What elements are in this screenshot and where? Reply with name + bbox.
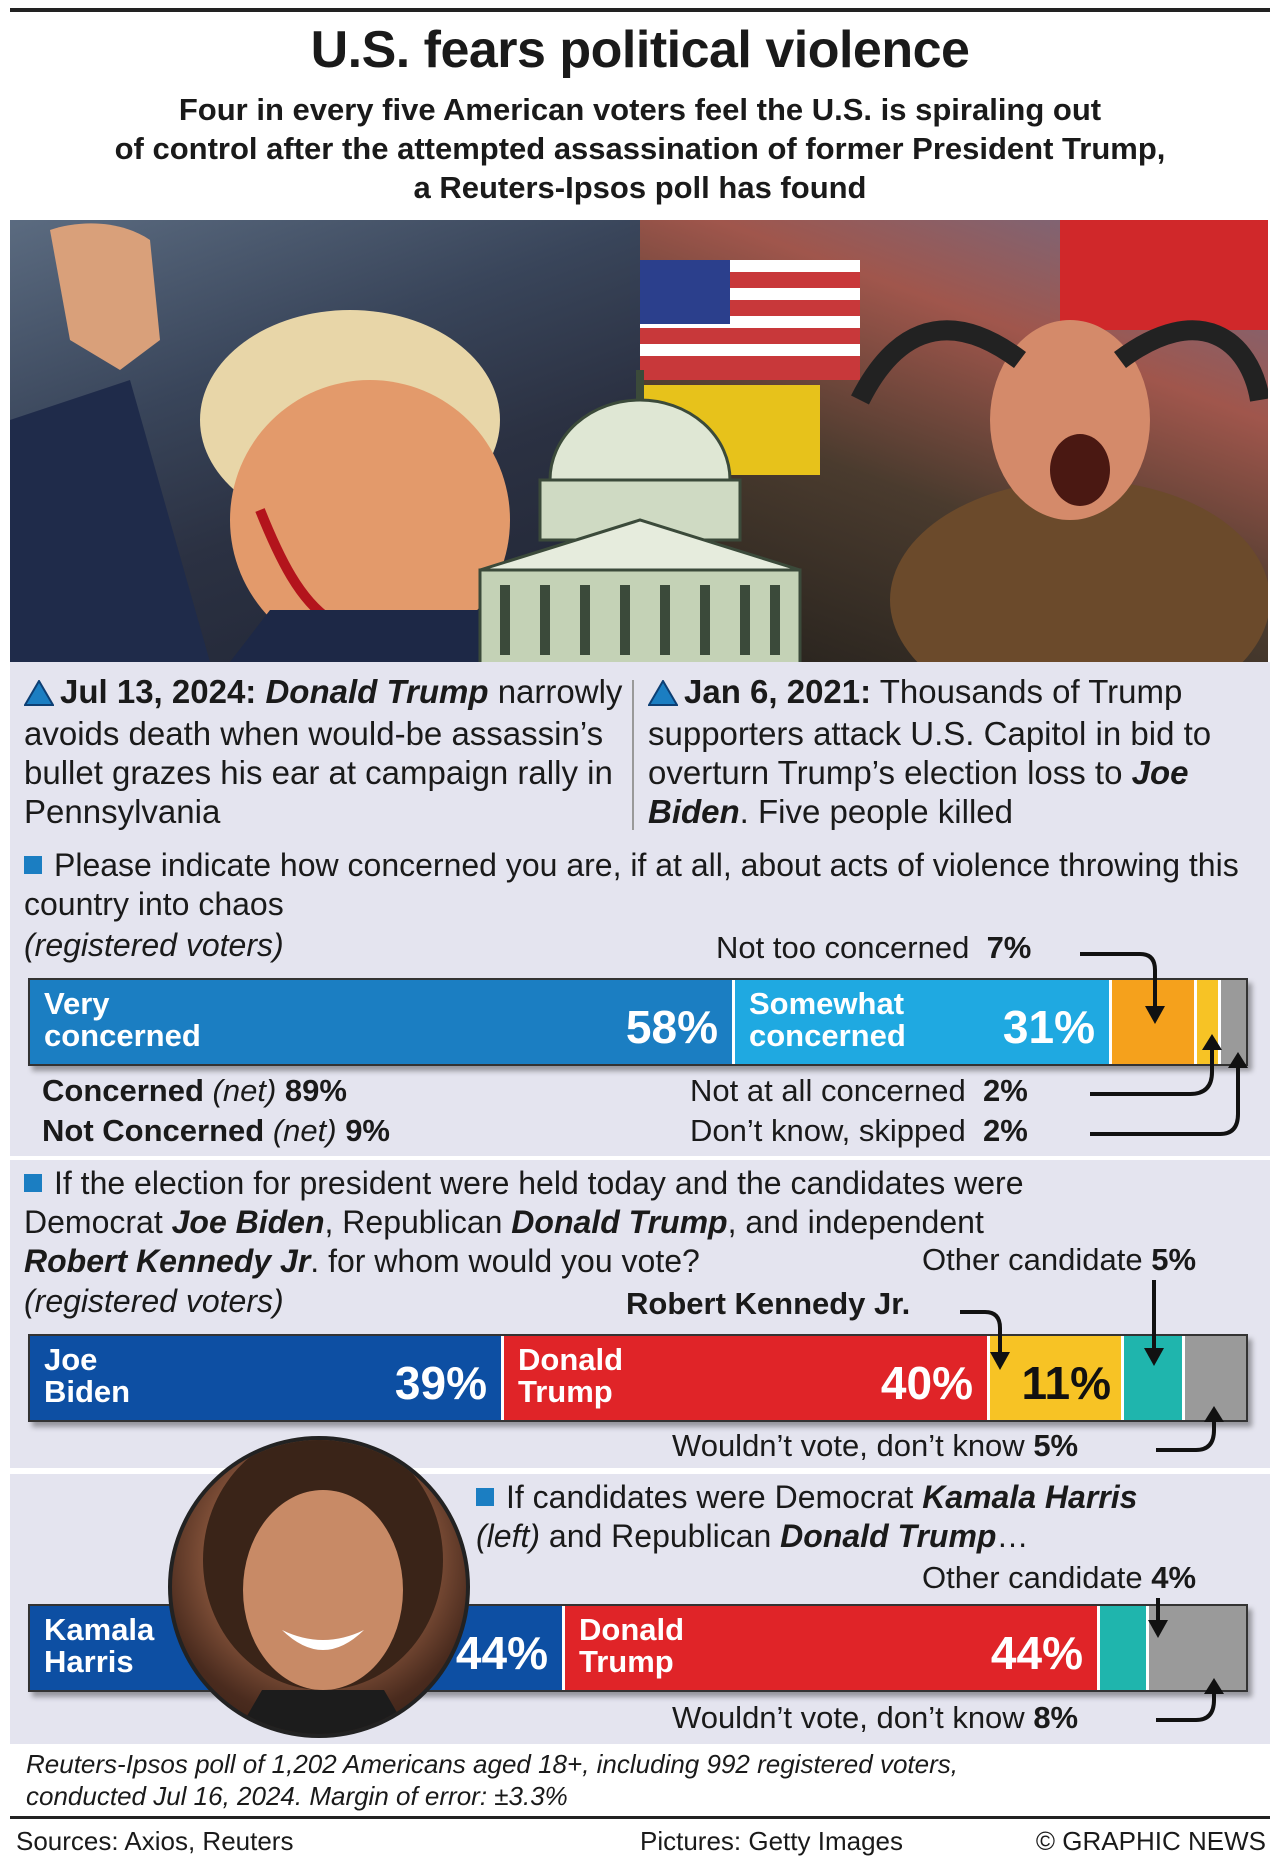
q1-very-pct: 58% [625, 1001, 718, 1053]
q3-other-label: Other candidate 4% [922, 1560, 1197, 1595]
q2-segment-wouldnt-vote [1185, 1336, 1246, 1420]
leader-rfk [960, 1310, 1002, 1355]
subtitle-line-1: Four in every five American voters feel … [178, 92, 1102, 127]
q2-trump-pct: 40% [880, 1357, 973, 1409]
subtitle-line-3: a Reuters-Ipsos poll has found [413, 170, 867, 205]
q3-trump-pct: 44% [990, 1627, 1083, 1679]
q2-segment-trump: Donald Trump 40% [504, 1336, 990, 1420]
capitol-riot-photo [640, 220, 1268, 662]
square-bullet-icon [24, 1174, 42, 1192]
poll-methodology-note: Reuters-Ipsos poll of 1,202 Americans ag… [26, 1749, 958, 1811]
arrow-up-icon [1202, 1034, 1222, 1050]
trump-rally-photo [10, 220, 640, 662]
leader-wouldnt [1156, 1418, 1216, 1452]
caption-right-tail: . Five people killed [739, 793, 1013, 830]
page-subtitle: Four in every five American voters feel … [20, 90, 1260, 207]
footer-sources: Sources: Axios, Reuters [16, 1826, 294, 1856]
caption-right-text: Thousands of Trump supporters attack U.S… [648, 673, 1212, 791]
capitol-dome-icon [460, 370, 820, 668]
caption-left-date: Jul 13, 2024: [60, 673, 257, 710]
caption-left-name: Donald Trump [265, 673, 489, 710]
q3-harris-pct: 44% [455, 1627, 548, 1679]
q2-question: If the election for president were held … [24, 1165, 1024, 1279]
caption-divider [632, 680, 634, 830]
smile [282, 1630, 364, 1650]
q2-other-label: Other candidate 5% [922, 1242, 1197, 1277]
q2-wouldnt-label: Wouldn’t vote, don’t know 5% [672, 1428, 1079, 1463]
q3-wouldnt-label: Wouldn’t vote, don’t know 8% [672, 1700, 1079, 1735]
q2-segment-biden: Joe Biden 39% [30, 1336, 504, 1420]
leader-not-at-all [1090, 1046, 1214, 1096]
q3-question: If candidates were Democrat Kamala Harri… [476, 1479, 1138, 1554]
q1-dont-know-label: Don’t know, skipped 2% [690, 1113, 1028, 1148]
q1-not-too-label: Not too concerned 7% [716, 930, 1032, 965]
subtitle-line-2: of control after the attempted assassina… [114, 131, 1166, 166]
q1-bar: Very concerned 58% Somewhat concerned 31% [28, 978, 1248, 1066]
capitol-riot-illustration [640, 220, 1268, 662]
q1-some-pct: 31% [1002, 1001, 1095, 1053]
arrow-down-icon [990, 1352, 1010, 1370]
arrow-up-icon [1204, 1678, 1224, 1694]
caption-capitol-riot: Jan 6, 2021: Thousands of Trump supporte… [647, 672, 1268, 831]
raised-fist [50, 223, 160, 370]
caption-right-name: Joe Biden [648, 754, 1189, 830]
top-rule [10, 8, 1270, 12]
suit-sleeve [10, 380, 210, 662]
q1-net-concerned: Concerned (net) 89% [42, 1073, 347, 1108]
q1-not-at-all-label: Not at all concerned 2% [690, 1073, 1028, 1108]
horn-left [851, 320, 1026, 405]
kamala-harris-portrait [168, 1436, 470, 1738]
q1-net-not-concerned: Not Concerned (net) 9% [42, 1113, 390, 1148]
arrow-down-icon [1148, 1620, 1168, 1638]
caption-right-date: Jan 6, 2021: [684, 673, 872, 710]
q2-note: (registered voters) [24, 1283, 284, 1319]
horn-right [1114, 320, 1268, 402]
arrow-down-icon [1144, 1348, 1164, 1366]
arrow-up-icon [1204, 1406, 1224, 1422]
q3-segment-other [1100, 1606, 1149, 1690]
footer-credit: © GRAPHIC NEWS [1035, 1826, 1266, 1856]
harris-illustration [203, 1440, 443, 1734]
q1-segment-somewhat-concerned: Somewhat concerned 31% [735, 980, 1112, 1064]
q1-question-text: Please indicate how concerned you are, i… [24, 847, 1239, 922]
triangle-icon [23, 675, 55, 714]
q1-question: Please indicate how concerned you are, i… [24, 846, 1264, 924]
q2-bar: Joe Biden 39% Donald Trump 40% 11% [28, 1334, 1248, 1422]
q1-segment-dont-know [1221, 980, 1246, 1064]
page-title: U.S. fears political violence [310, 21, 970, 79]
arrow-down-icon [1145, 1006, 1165, 1024]
q2-segment-rfk: 11% [990, 1336, 1124, 1420]
leader-dont-know [1090, 1064, 1240, 1136]
triangle-icon [647, 675, 679, 714]
footer-pictures: Pictures: Getty Images [640, 1826, 903, 1856]
footer-rule [10, 1816, 1270, 1819]
caption-trump-rally: Jul 13, 2024: Donald Trump narrowly avoi… [23, 672, 634, 831]
leader-wouldnt [1156, 1690, 1216, 1722]
q1-note: (registered voters) [24, 927, 284, 963]
square-bullet-icon [24, 856, 42, 874]
open-mouth [1050, 434, 1110, 506]
q3-segment-trump: Donald Trump 44% [565, 1606, 1100, 1690]
leader-not-too [1080, 952, 1157, 1010]
q2-rfk-pct: 11% [1021, 1357, 1111, 1409]
fur-coat [890, 480, 1268, 662]
trump-banner [1060, 220, 1268, 330]
q2-rfk-label: Robert Kennedy Jr. [626, 1286, 911, 1321]
caption-left-text: narrowly avoids death when would-be assa… [24, 673, 623, 830]
q2-biden-pct: 39% [394, 1357, 487, 1409]
trump-rally-illustration [10, 223, 570, 662]
arrow-up-icon [1228, 1052, 1248, 1068]
q1-segment-very-concerned: Very concerned 58% [30, 980, 735, 1064]
caption-band [10, 662, 1270, 840]
square-bullet-icon [476, 1488, 494, 1506]
